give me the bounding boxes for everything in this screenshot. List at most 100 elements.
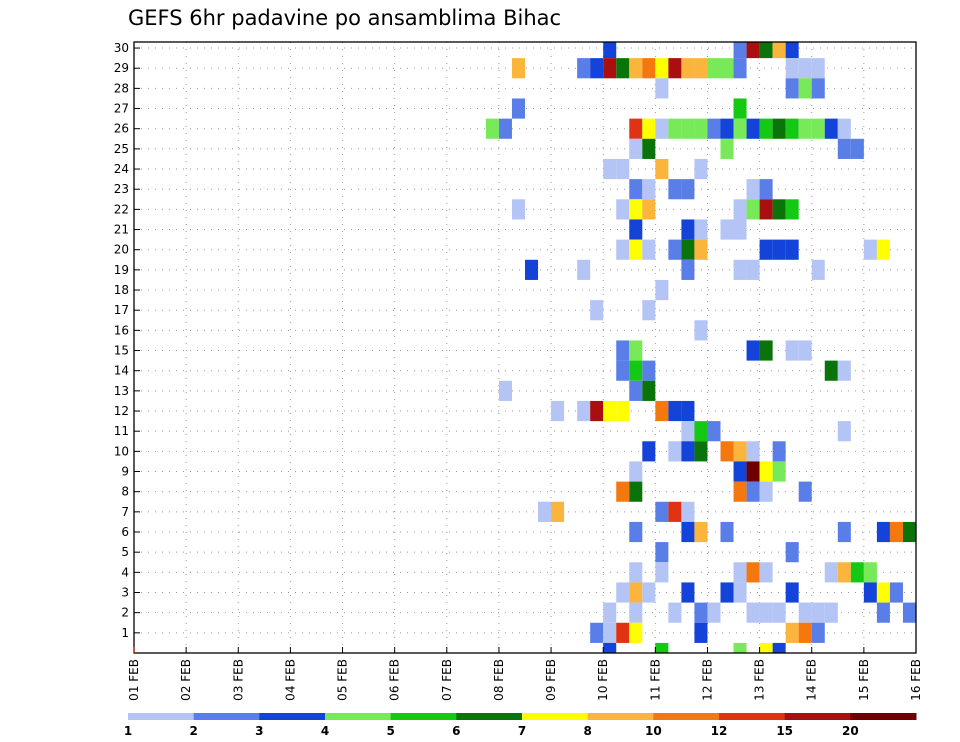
heatmap-cell (733, 58, 747, 79)
legend-swatch (784, 713, 851, 720)
heatmap-cell (681, 58, 695, 79)
plot-frame (133, 41, 917, 654)
x-tick-label: 11 FEB (648, 659, 662, 701)
heatmap-cell (785, 118, 799, 139)
heatmap-cell (785, 582, 799, 603)
legend: 1 2 3 4 5 6 7 8 10 12 15 20 (124, 713, 917, 738)
heatmap-cell (681, 521, 695, 543)
heatmap-cell (772, 199, 786, 220)
heatmap-cell (694, 158, 708, 180)
heatmap-cell (668, 58, 682, 79)
x-tick-label: 07 FEB (440, 659, 454, 701)
legend-swatch (390, 713, 457, 720)
heatmap-cell (785, 78, 799, 99)
heatmap-cell (498, 118, 512, 139)
heatmap-cell (668, 179, 682, 200)
x-tick-label: 10 FEB (596, 659, 610, 701)
heatmap-cell (746, 259, 760, 280)
heatmap-cell (616, 239, 630, 260)
heatmap-cell (798, 622, 812, 643)
y-tick-label: 16 (114, 323, 129, 337)
heatmap-cell (498, 380, 512, 401)
heatmap-cell (655, 400, 669, 422)
cells-layer (485, 42, 916, 653)
heatmap-cell (655, 562, 669, 583)
heatmap-cell (642, 300, 656, 321)
heatmap-cell (889, 582, 903, 603)
heatmap-cell (785, 340, 799, 361)
heatmap-cell (655, 118, 669, 139)
heatmap-cell (759, 118, 773, 139)
y-tick-label: 24 (114, 162, 129, 176)
heatmap-cell (785, 42, 799, 59)
heatmap-cell (811, 622, 825, 643)
heatmap-cell (655, 501, 669, 522)
heatmap-cell (798, 118, 812, 139)
heatmap-cell (733, 42, 747, 59)
heatmap-cell (681, 179, 695, 200)
heatmap-cell (889, 521, 903, 543)
y-tick-label: 15 (114, 344, 129, 358)
legend-swatch (193, 713, 260, 720)
x-tick-label: 04 FEB (283, 659, 297, 701)
heatmap-cell (733, 259, 747, 280)
heatmap-cell (642, 441, 656, 462)
heatmap-cell (694, 622, 708, 643)
heatmap-cell (759, 562, 773, 583)
heatmap-cell (694, 219, 708, 240)
heatmap-cell (655, 78, 669, 99)
legend-label: 15 (776, 724, 793, 738)
y-tick-label: 25 (114, 142, 129, 156)
y-tick-label: 20 (114, 243, 129, 257)
heatmap-cell (590, 400, 604, 422)
legend-label: 2 (189, 724, 197, 738)
heatmap-cell (694, 441, 708, 462)
heatmap-cell (733, 461, 747, 482)
heatmap-cell (746, 481, 760, 502)
heatmap-cell (668, 118, 682, 139)
heatmap-cell (603, 642, 617, 653)
heatmap-cell (746, 461, 760, 482)
legend-label: 8 (583, 724, 591, 738)
y-tick-label: 9 (121, 465, 129, 479)
heatmap-cell (629, 340, 643, 361)
heatmap-cell (694, 118, 708, 139)
heatmap-cell (668, 501, 682, 522)
y-tick-label: 10 (114, 444, 129, 458)
heatmap-cell (746, 562, 760, 583)
heatmap-cell (681, 219, 695, 240)
heatmap-cell (485, 118, 499, 139)
y-tick-label: 30 (114, 41, 129, 55)
x-axis: 01 FEB 02 FEB 03 FEB 04 FEB 05 FEB 06 FEB 07 F… (127, 647, 923, 701)
heatmap-cell (681, 441, 695, 462)
heatmap-cell (655, 542, 669, 563)
legend-swatch (456, 713, 523, 720)
heatmap-cell (746, 42, 760, 59)
heatmap-cell (603, 622, 617, 643)
heatmap-cell (824, 602, 838, 623)
heatmap-cell (720, 521, 734, 543)
x-tick-label: 05 FEB (336, 659, 350, 701)
y-tick-label: 17 (114, 303, 129, 317)
legend-label: 6 (452, 724, 460, 738)
heatmap-cell (759, 239, 773, 260)
legend-swatch (850, 713, 917, 720)
heatmap-cell (642, 138, 656, 159)
heatmap-cell (733, 118, 747, 139)
heatmap-cell (629, 562, 643, 583)
y-axis: 1234567891011121314151617181920212223242… (114, 41, 140, 640)
legend-label: 4 (321, 724, 329, 738)
y-tick-label: 3 (121, 586, 129, 600)
heatmap-cell (707, 421, 721, 442)
heatmap-cell (720, 138, 734, 159)
heatmap-cell (811, 118, 825, 139)
heatmap-cell (616, 199, 630, 220)
heatmap-cell (694, 239, 708, 260)
heatmap-cell (785, 239, 799, 260)
heatmap-cell (577, 259, 591, 280)
heatmap-cell (694, 602, 708, 623)
heatmap-cell (642, 380, 656, 401)
heatmap-cell (707, 118, 721, 139)
heatmap-cell (551, 501, 565, 522)
